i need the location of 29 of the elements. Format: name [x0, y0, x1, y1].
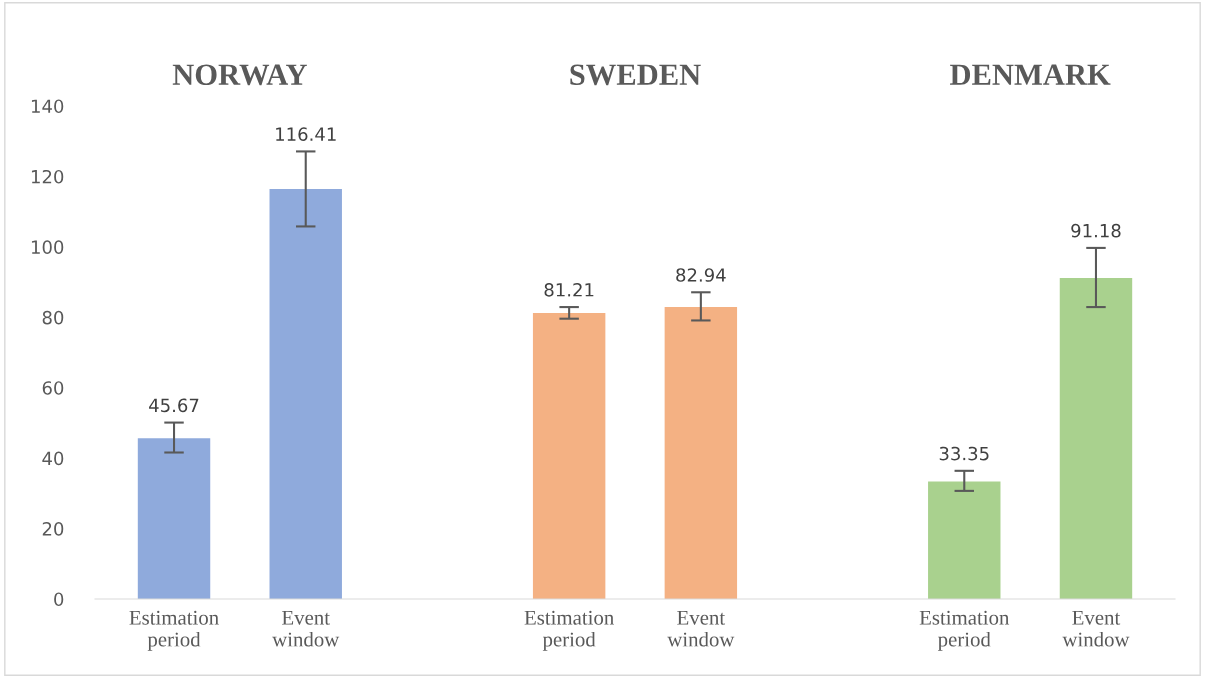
- bar: [532, 313, 606, 599]
- y-tick-label: 100: [31, 240, 64, 254]
- x-tick-label: Estimation period: [129, 610, 219, 651]
- data-label: 33.35: [939, 446, 989, 461]
- x-tick-label: Event window: [272, 610, 340, 647]
- y-tick-label: 60: [42, 381, 64, 395]
- y-tick-label: 140: [31, 99, 64, 114]
- data-label: 82.94: [676, 268, 726, 282]
- bar: [664, 306, 738, 599]
- y-tick-label: 20: [42, 522, 64, 536]
- bar: [1059, 277, 1133, 599]
- bar: [137, 438, 211, 599]
- bar: [269, 189, 342, 599]
- y-tick-label: 0: [54, 592, 64, 607]
- text: NORWAY: [172, 64, 307, 86]
- x-tick-label: Event window: [667, 610, 735, 647]
- x-tick-label: Estimation period: [919, 610, 1010, 651]
- x-tick-label: Estimation period: [524, 610, 614, 651]
- data-label: 45.67: [149, 398, 199, 413]
- y-tick-label: 120: [31, 169, 64, 184]
- data-label: 81.21: [544, 282, 594, 297]
- data-label: 116.41: [276, 127, 336, 141]
- data-label: 91.18: [1071, 223, 1121, 238]
- y-tick-label: 80: [42, 310, 64, 325]
- bar: [928, 481, 1001, 599]
- y-tick-label: 40: [42, 451, 64, 466]
- x-tick-label: Event window: [1062, 610, 1130, 647]
- text: SWEDEN: [570, 64, 701, 86]
- text: DENMARK: [950, 64, 1111, 85]
